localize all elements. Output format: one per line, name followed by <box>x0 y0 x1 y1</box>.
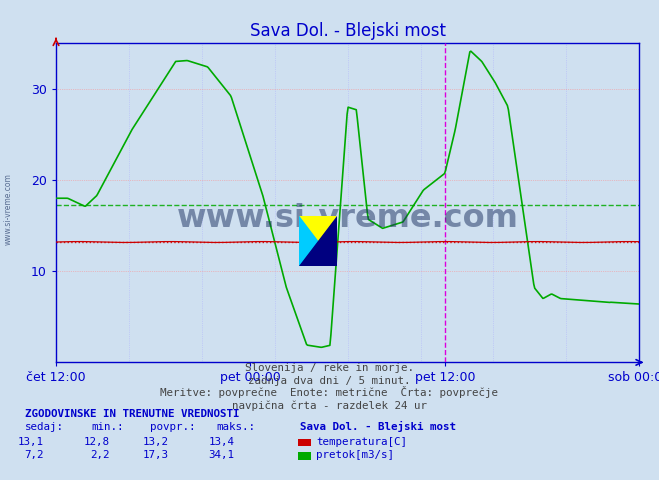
Text: povpr.:: povpr.: <box>150 421 196 432</box>
Text: zadnja dva dni / 5 minut.: zadnja dva dni / 5 minut. <box>248 375 411 385</box>
Polygon shape <box>299 216 337 266</box>
Text: 13,2: 13,2 <box>143 437 169 447</box>
Text: www.si-vreme.com: www.si-vreme.com <box>177 203 519 234</box>
Text: pretok[m3/s]: pretok[m3/s] <box>316 450 394 460</box>
Text: 17,3: 17,3 <box>143 450 169 460</box>
Text: Meritve: povprečne  Enote: metrične  Črta: povprečje: Meritve: povprečne Enote: metrične Črta:… <box>161 386 498 398</box>
Text: 7,2: 7,2 <box>24 450 43 460</box>
Title: Sava Dol. - Blejski most: Sava Dol. - Blejski most <box>250 22 445 40</box>
Text: ZGODOVINSKE IN TRENUTNE VREDNOSTI: ZGODOVINSKE IN TRENUTNE VREDNOSTI <box>25 409 239 419</box>
Text: Sava Dol. - Blejski most: Sava Dol. - Blejski most <box>300 420 456 432</box>
Text: maks.:: maks.: <box>216 421 255 432</box>
Text: 12,8: 12,8 <box>84 437 109 447</box>
Text: min.:: min.: <box>91 421 123 432</box>
Text: www.si-vreme.com: www.si-vreme.com <box>3 173 13 245</box>
Text: 13,4: 13,4 <box>209 437 235 447</box>
Text: 13,1: 13,1 <box>18 437 43 447</box>
Polygon shape <box>299 216 337 266</box>
Text: navpična črta - razdelek 24 ur: navpična črta - razdelek 24 ur <box>232 401 427 411</box>
Text: Slovenija / reke in morje.: Slovenija / reke in morje. <box>245 362 414 372</box>
Polygon shape <box>299 216 337 266</box>
Text: sedaj:: sedaj: <box>25 421 64 432</box>
Text: temperatura[C]: temperatura[C] <box>316 437 407 447</box>
Text: 2,2: 2,2 <box>90 450 109 460</box>
Text: 34,1: 34,1 <box>209 450 235 460</box>
